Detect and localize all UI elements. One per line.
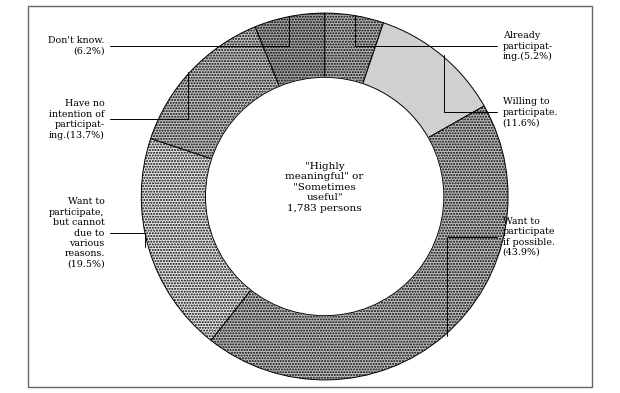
Wedge shape [141,138,250,340]
Text: Want to
participate,
but cannot
due to
various
reasons.
(19.5%): Want to participate, but cannot due to v… [49,197,146,269]
Text: Want to
participate
if possible.
(43.9%): Want to participate if possible. (43.9%) [446,217,555,336]
Text: Have no
intention of
participat-
ing.(13.7%): Have no intention of participat- ing.(13… [49,72,188,140]
Circle shape [205,77,444,316]
Wedge shape [255,13,325,86]
Wedge shape [211,106,508,380]
Wedge shape [151,27,280,159]
Text: Don't know.
(6.2%): Don't know. (6.2%) [48,16,288,56]
Text: Willing to
participate.
(11.6%): Willing to participate. (11.6%) [444,55,558,127]
Wedge shape [325,13,384,84]
Text: Already
participat-
ing.(5.2%): Already participat- ing.(5.2%) [355,15,552,61]
Wedge shape [363,23,484,138]
Text: "Highly
meaningful" or
"Sometimes
useful"
1,783 persons: "Highly meaningful" or "Sometimes useful… [285,162,364,213]
